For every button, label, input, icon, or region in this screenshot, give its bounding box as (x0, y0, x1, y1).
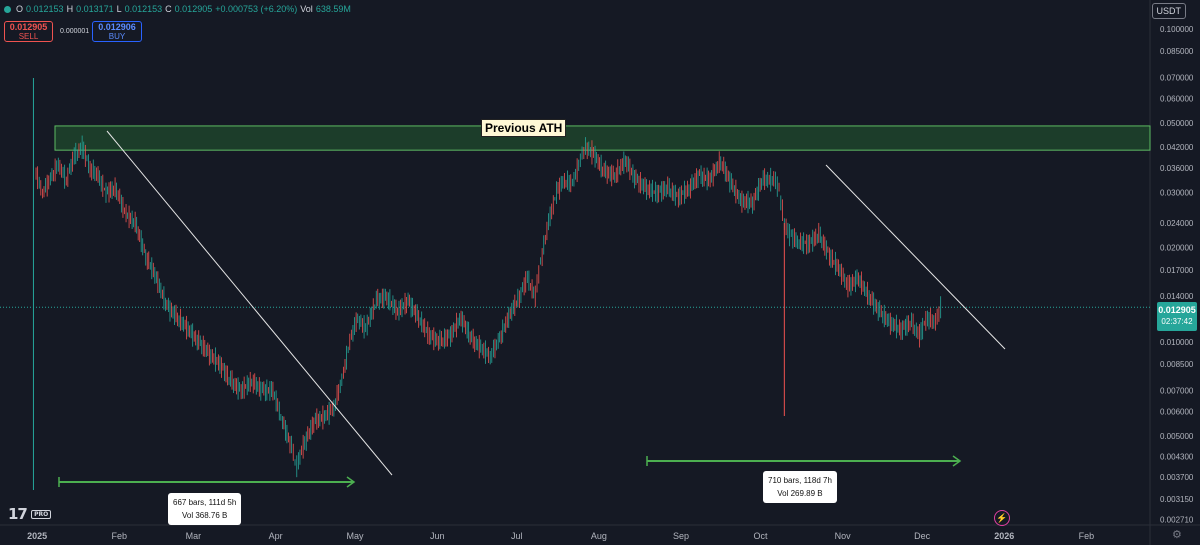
buy-price: 0.012906 (98, 22, 136, 32)
measure-box-1: 667 bars, 111d 5h Vol 368.76 B (168, 493, 242, 525)
downtrend-line-1 (106, 130, 393, 476)
sell-button[interactable]: 0.012905 SELL (4, 21, 53, 42)
y-tick-label: 0.005000 (1160, 432, 1194, 441)
y-tick-label: 0.008500 (1160, 360, 1194, 369)
change-value: +0.000753 (+6.20%) (215, 4, 298, 14)
x-tick-label: Dec (914, 531, 931, 541)
x-tick-label: 2025 (27, 531, 47, 541)
high-key: H (66, 4, 74, 14)
bar-countdown: 02:37:42 (1161, 317, 1193, 326)
y-tick-label: 0.030000 (1160, 189, 1194, 198)
low-value: 0.012153 (124, 4, 163, 14)
y-tick-label: 0.042000 (1160, 143, 1194, 152)
y-tick-label: 0.006000 (1160, 407, 1194, 416)
x-tick-label: May (347, 531, 365, 541)
buy-label: BUY (108, 32, 126, 41)
tradingview-logo[interactable]: 17 PRO (8, 505, 52, 523)
measure-arrow-2-head (952, 455, 962, 467)
sell-price: 0.012905 (9, 22, 48, 32)
y-tick-label: 0.085000 (1160, 47, 1194, 56)
y-tick-label: 0.014000 (1160, 292, 1194, 301)
x-tick-label: Nov (835, 531, 852, 541)
gear-icon[interactable]: ⚙ (1172, 529, 1182, 541)
y-tick-label: 0.002710 (1160, 515, 1194, 524)
y-tick-label: 0.003700 (1160, 473, 1194, 482)
current-price-tag: 0.012905 02:37:42 (1157, 302, 1197, 331)
spread-value: 0.000001 (60, 28, 90, 35)
close-key: C (165, 4, 172, 14)
open-value: 0.012153 (26, 4, 64, 14)
measure-1-volume: Vol 368.76 B (181, 511, 228, 520)
y-tick-label: 0.010000 (1160, 338, 1194, 347)
x-tick-label: Sep (673, 531, 689, 541)
volume-value: 638.59M (315, 4, 351, 14)
resistance-zone (54, 125, 1151, 151)
y-tick-label: 0.100000 (1160, 25, 1194, 34)
previous-ath-label: Previous ATH (481, 119, 567, 137)
x-tick-label: Jun (430, 531, 445, 541)
x-tick-label: Aug (591, 531, 607, 541)
y-tick-label: 0.024000 (1160, 219, 1194, 228)
measure-2-bars: 710 bars, 118d 7h (768, 476, 832, 485)
open-key: O (16, 4, 24, 14)
sell-label: SELL (18, 32, 39, 41)
measure-box-2: 710 bars, 118d 7h Vol 269.89 B (763, 471, 837, 503)
x-tick-label: Feb (111, 531, 127, 541)
current-price: 0.012905 (1158, 305, 1196, 315)
x-tick-label: Apr (269, 531, 283, 541)
x-tick-label: Feb (1079, 531, 1095, 541)
y-tick-label: 0.060000 (1160, 94, 1194, 103)
y-tick-label: 0.036000 (1160, 164, 1194, 173)
y-tick-label: 0.004300 (1160, 453, 1194, 462)
y-tick-label: 0.003150 (1160, 495, 1194, 504)
buy-button[interactable]: 0.012906 BUY (92, 21, 142, 42)
measure-arrow-1-head (346, 476, 356, 488)
measure-1-bars: 667 bars, 111d 5h (173, 498, 237, 507)
downtrend-line-2 (825, 164, 1006, 350)
ohlc-legend: O 0.012153 H 0.013171 L 0.012153 C 0.012905 … (4, 4, 351, 14)
y-tick-label: 0.050000 (1160, 119, 1194, 128)
y-tick-label: 0.070000 (1160, 73, 1194, 82)
x-tick-label: Jul (511, 531, 523, 541)
measure-2-volume: Vol 269.89 B (777, 489, 823, 498)
close-value: 0.012905 (174, 4, 213, 14)
currency-selector[interactable]: USDT (1151, 3, 1186, 19)
x-tick-label: Oct (753, 531, 768, 541)
volume-key: Vol (300, 4, 313, 14)
y-tick-label: 0.020000 (1160, 244, 1194, 253)
lightning-icon[interactable]: ⚡ (994, 510, 1010, 526)
pro-badge: PRO (31, 510, 52, 519)
status-dot-icon (4, 5, 11, 13)
y-tick-label: 0.017000 (1160, 266, 1194, 275)
x-tick-label: 2026 (994, 531, 1014, 541)
logo-mark: 17 (8, 505, 28, 523)
high-value: 0.013171 (76, 4, 114, 14)
y-tick-label: 0.007000 (1160, 386, 1194, 395)
x-tick-label: Mar (186, 531, 202, 541)
low-key: L (116, 4, 122, 14)
